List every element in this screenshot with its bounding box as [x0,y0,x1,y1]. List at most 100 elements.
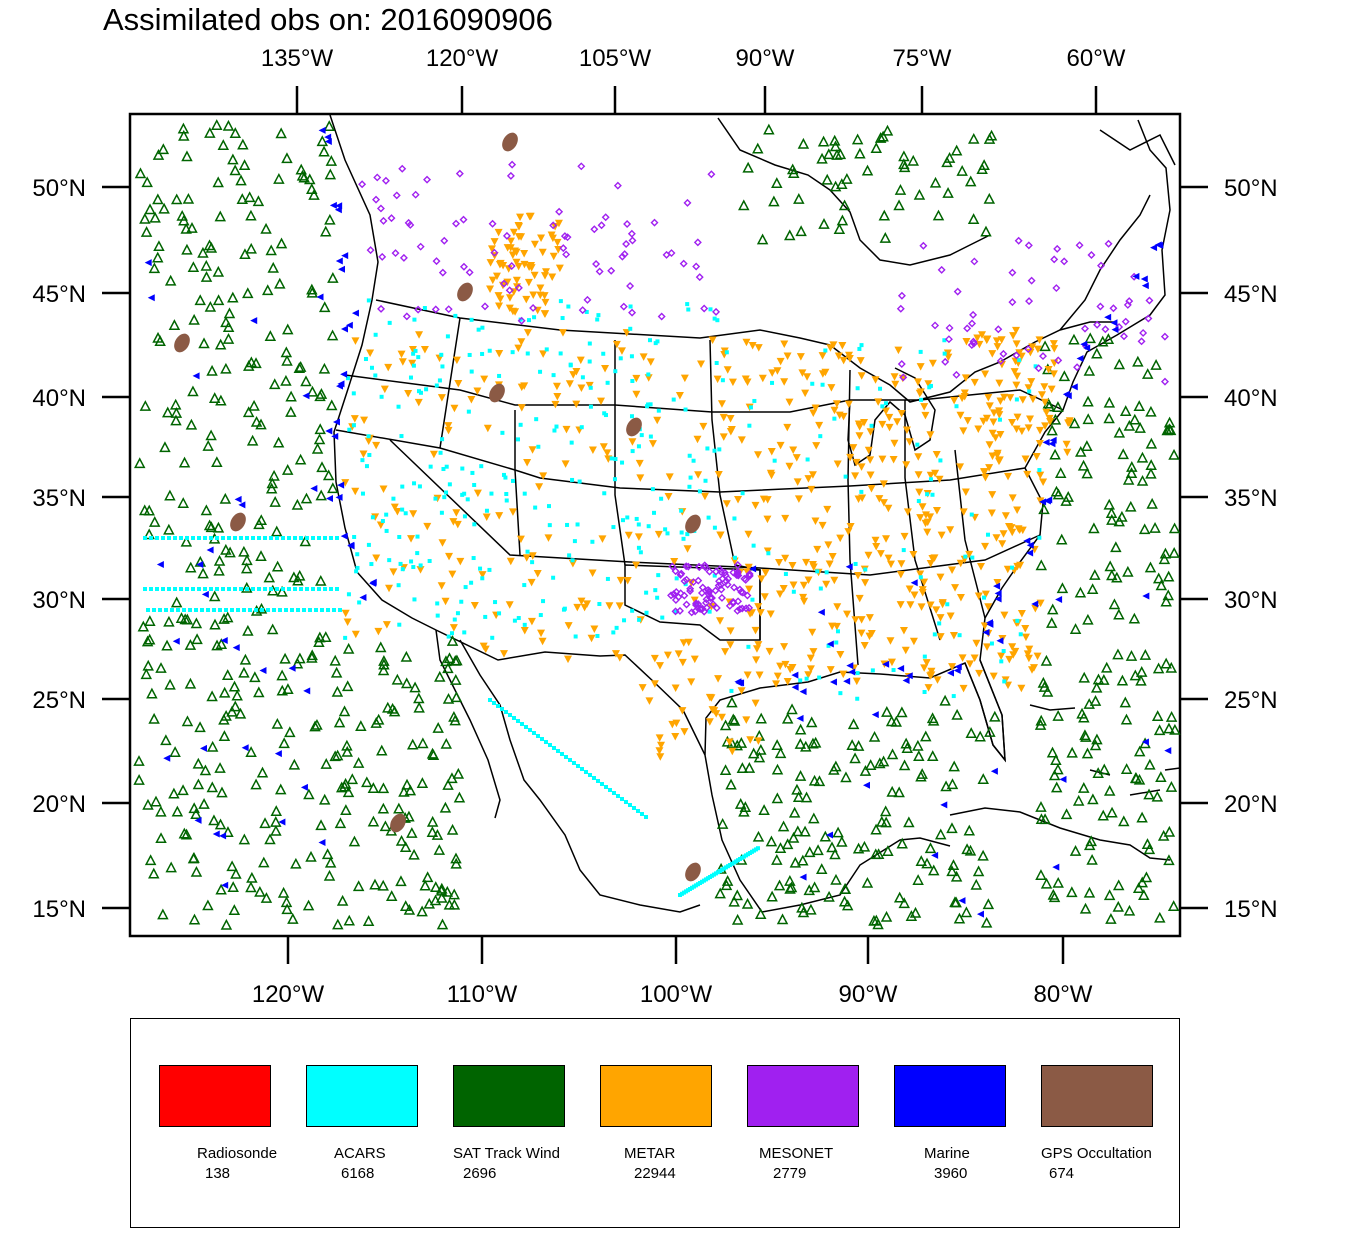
marine-marker [351,309,359,317]
acars-marker [512,618,517,623]
sat-track-wind-marker [870,848,882,860]
acars-marker [251,587,255,591]
sat-track-wind-marker [828,763,840,775]
mesonet-marker [377,304,386,313]
acars-marker [597,602,602,607]
acars-marker [878,386,883,391]
metar-marker [714,675,723,683]
sat-track-wind-marker [319,225,332,237]
sat-track-wind-marker [932,209,945,221]
sat-track-wind-marker [734,798,747,809]
metar-marker [761,569,770,577]
metar-marker [1017,427,1026,436]
metar-marker [754,641,763,649]
acars-marker [629,354,634,359]
acars-marker [408,375,413,380]
metar-marker [809,409,818,418]
mesonet-marker [619,302,628,311]
sat-track-wind-marker [311,442,324,454]
sat-track-wind-marker [768,195,780,207]
sat-track-wind-marker [1087,793,1099,805]
sat-track-wind-marker [315,819,327,831]
metar-marker [565,380,574,388]
metar-marker [723,366,732,374]
sat-track-wind-marker [182,192,195,204]
acars-marker [453,313,458,318]
mesonet-marker [578,306,587,315]
metar-marker [549,252,558,261]
sat-track-wind-marker [832,826,844,838]
mesonet-marker [1121,317,1130,326]
sat-track-wind-marker [378,655,390,666]
mesonet-marker [455,169,464,178]
metar-marker [437,582,446,590]
acars-marker [942,338,947,343]
sat-track-wind-marker [1129,772,1142,784]
acars-marker [883,401,888,406]
sat-track-wind-marker [324,856,337,868]
gulf-st-lawrence [1059,194,1151,331]
marine-marker [1080,340,1088,348]
acars-marker [412,317,417,322]
metar-marker [900,532,909,541]
sat-track-wind-marker [191,633,203,645]
acars-marker [538,613,543,618]
acars-marker [326,608,330,612]
metar-marker [478,571,487,579]
acars-marker [525,351,530,356]
metar-marker [535,483,544,491]
marine-marker [1055,595,1063,603]
sat-track-wind-marker [1081,467,1093,479]
sat-track-wind-marker [1113,608,1125,620]
sat-track-wind-marker [851,133,864,145]
sat-track-wind-marker [369,878,381,890]
metar-marker [961,488,970,497]
sat-track-wind-marker [781,712,794,724]
sat-track-wind-marker [198,337,210,349]
sat-track-wind-marker [1038,503,1050,515]
mesonet-marker [423,175,432,184]
acars-marker [314,608,318,612]
sat-track-wind-marker [1084,332,1096,344]
marine-marker [332,418,340,426]
acars-marker [628,304,633,309]
sat-track-wind-marker [215,883,227,895]
sat-track-wind-marker [327,482,339,494]
sat-track-wind-marker [1048,769,1061,781]
mesonet-marker [373,173,382,182]
metar-marker [759,495,768,504]
acars-marker [433,496,438,501]
metar-marker [747,609,756,617]
acars-marker [570,558,575,563]
marine-marker [192,372,200,380]
sat-track-wind-marker [1141,368,1154,379]
marine-marker [345,321,353,329]
metar-marker [889,455,898,464]
top-tick-label: 90°W [736,45,795,72]
sat-track-wind-marker [1126,461,1138,472]
acars-marker [747,423,752,428]
sat-track-wind-marker [786,163,799,175]
metar-marker [983,643,992,651]
sat-track-wind-marker [335,781,348,793]
acars-marker [221,587,225,591]
sat-track-wind-marker [281,152,293,164]
acars-marker [740,491,745,496]
acars-marker [646,372,651,377]
sat-track-wind-marker [228,904,241,915]
acars-marker [534,417,539,422]
mesonet-marker [687,608,696,617]
sat-track-wind-marker [204,300,217,312]
sat-track-wind-marker [818,218,830,229]
left-lat-label: 20°N [32,791,86,818]
metar-marker [776,590,785,599]
acars-marker [480,351,485,356]
sat-track-wind-marker [419,879,431,891]
acars-marker [302,608,306,612]
metar-marker [852,677,861,686]
acars-marker [834,640,839,645]
legend-swatch [306,1065,418,1127]
gps-occultation-marker [457,282,473,302]
metar-marker [754,451,763,459]
acars-marker [504,498,509,503]
